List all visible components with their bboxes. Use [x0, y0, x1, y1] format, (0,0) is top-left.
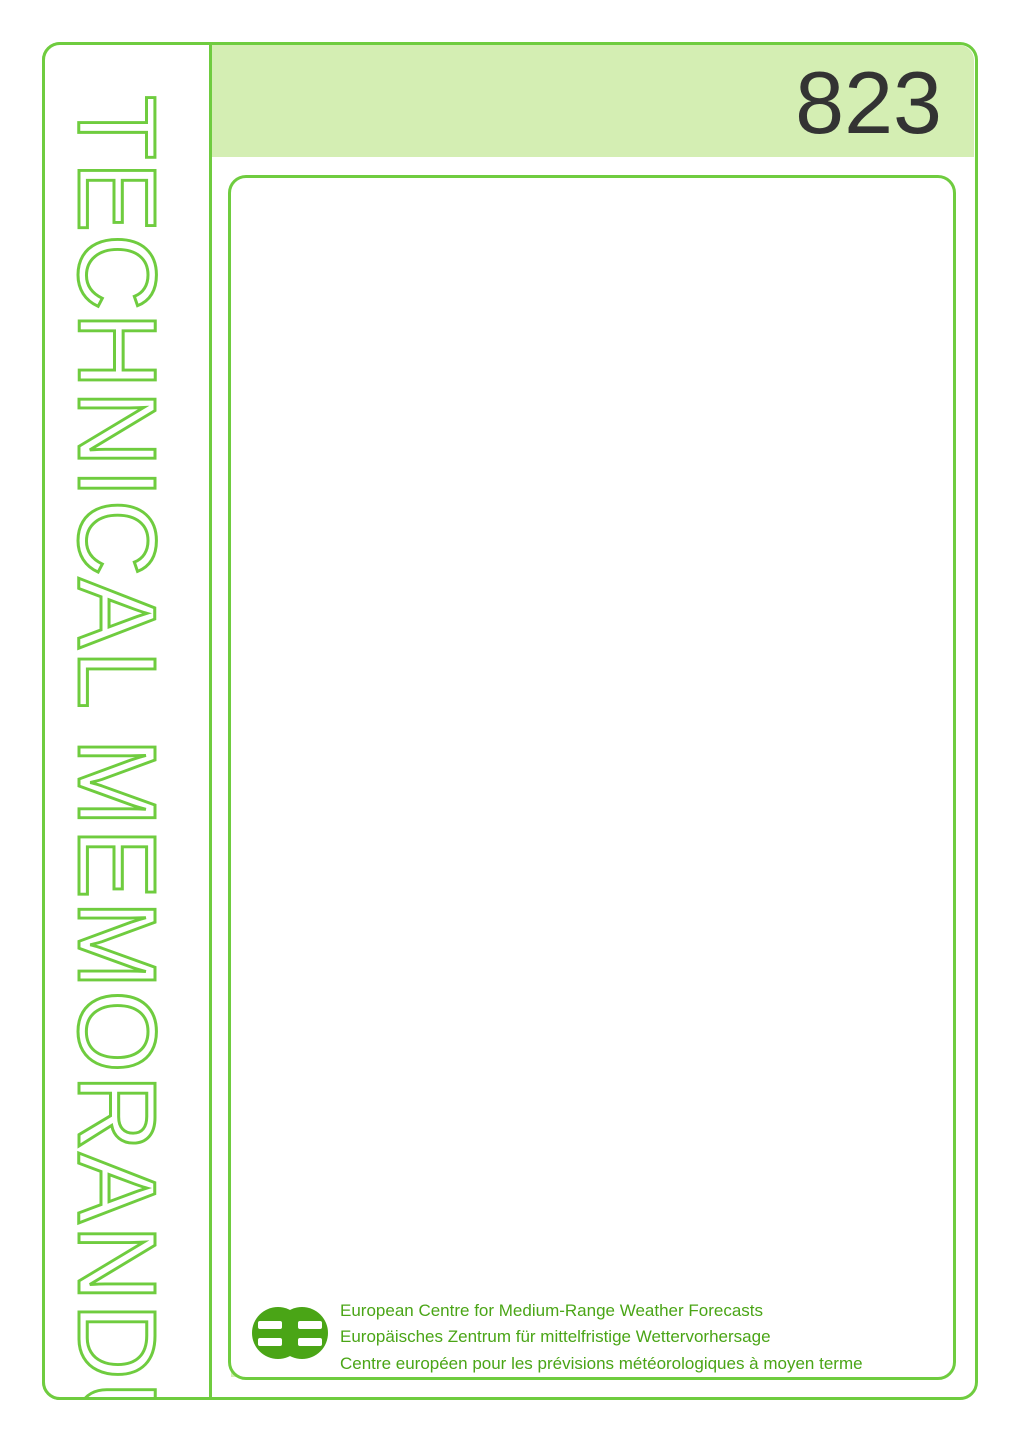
- sidebar-label: TECHNICAL MEMORANDUM: [71, 95, 161, 1400]
- ecmwf-logo: [252, 1300, 320, 1366]
- sidebar: TECHNICAL MEMORANDUM: [42, 42, 212, 1400]
- org-name-de: Europäisches Zentrum für mittelfristige …: [340, 1324, 960, 1350]
- document-number: 823: [795, 52, 942, 154]
- org-name-en: European Centre for Medium-Range Weather…: [340, 1298, 960, 1324]
- content-frame: [228, 175, 956, 1380]
- org-name-fr: Centre européen pour les prévisions mété…: [340, 1351, 960, 1377]
- organization-names: European Centre for Medium-Range Weather…: [340, 1298, 960, 1377]
